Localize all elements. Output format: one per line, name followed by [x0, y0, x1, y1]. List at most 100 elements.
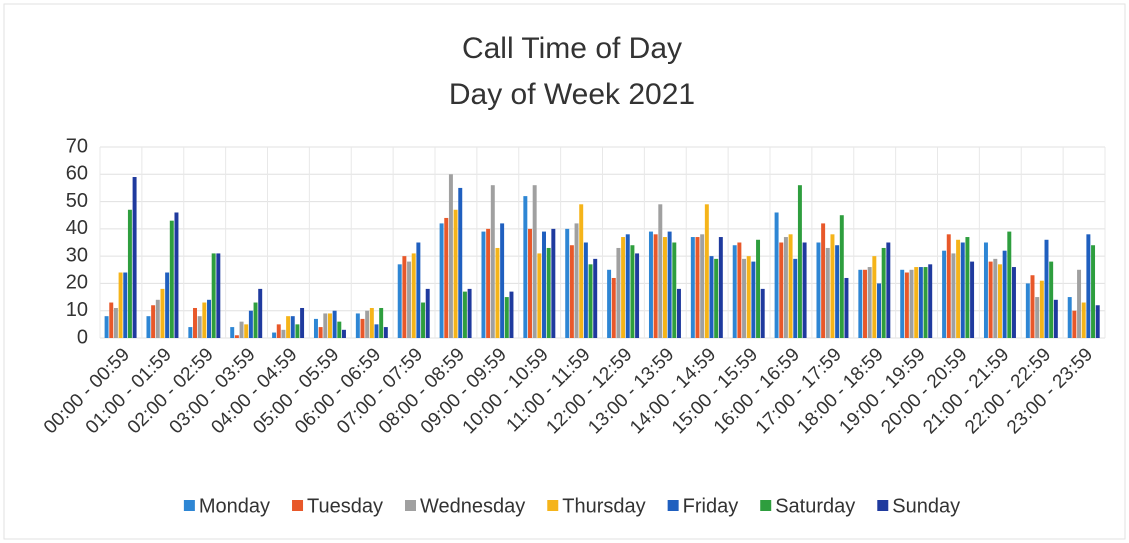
bar: [1053, 299, 1058, 338]
y-tick-label: 70: [66, 135, 88, 157]
bar: [704, 204, 709, 338]
bar: [1002, 250, 1007, 338]
bar: [825, 247, 830, 338]
bar: [956, 239, 961, 338]
bar: [379, 307, 384, 338]
bar: [877, 283, 881, 338]
bar: [355, 313, 360, 338]
legend-label: Sunday: [892, 495, 960, 517]
bar: [923, 267, 928, 338]
bar: [928, 264, 933, 338]
bar: [946, 234, 951, 338]
bar: [165, 272, 170, 338]
bar: [397, 264, 402, 338]
bar: [281, 329, 286, 338]
bar: [900, 269, 905, 338]
bar: [858, 269, 863, 338]
bar: [160, 288, 165, 338]
bar: [481, 231, 486, 338]
legend-swatch: [877, 500, 889, 511]
bar: [881, 247, 886, 338]
bar: [546, 247, 551, 338]
bar: [993, 258, 998, 338]
bar: [793, 258, 798, 338]
bar: [658, 204, 663, 338]
bar: [453, 209, 458, 338]
y-tick-label: 10: [66, 299, 88, 321]
bar: [970, 261, 975, 338]
bar: [104, 316, 109, 338]
bar: [155, 299, 160, 338]
bar: [425, 288, 430, 338]
bar: [951, 253, 956, 338]
bar: [653, 234, 658, 338]
bar: [579, 204, 584, 338]
bar: [109, 302, 114, 338]
bar: [1044, 239, 1049, 338]
bar: [272, 332, 277, 338]
bar: [467, 288, 472, 338]
bar: [872, 256, 877, 338]
bar: [207, 299, 211, 338]
bar: [783, 237, 788, 338]
bar: [844, 277, 849, 338]
bar: [448, 174, 453, 338]
chart-frame: [3, 3, 1126, 540]
bar: [528, 228, 532, 338]
chart-subtitle: Day of Week 2021: [449, 78, 695, 111]
bar: [607, 269, 612, 338]
bar: [216, 253, 221, 338]
bar: [132, 177, 137, 338]
bar: [1077, 269, 1082, 338]
bar: [365, 310, 370, 338]
bar: [239, 321, 244, 338]
legend-label: Saturday: [775, 495, 855, 517]
bar: [574, 223, 579, 338]
bar: [779, 242, 784, 338]
bar: [621, 237, 626, 338]
bar: [635, 253, 640, 338]
bar: [1049, 261, 1054, 338]
bar: [714, 258, 719, 338]
bar: [504, 297, 509, 338]
legend-label: Thursday: [562, 495, 645, 517]
legend-label: Friday: [683, 495, 739, 517]
bar: [369, 307, 374, 338]
bar: [327, 313, 332, 338]
bar: [197, 316, 202, 338]
bar: [630, 245, 635, 338]
bar: [313, 318, 318, 338]
bar: [258, 288, 263, 338]
bar: [360, 318, 365, 338]
bar: [942, 250, 947, 338]
bar: [211, 253, 216, 338]
bar: [718, 237, 723, 338]
bar: [500, 223, 505, 338]
bar: [583, 242, 588, 338]
bar: [997, 264, 1002, 338]
bar: [700, 234, 705, 338]
bar: [709, 256, 714, 338]
bar: [337, 321, 342, 338]
bar: [127, 209, 132, 338]
bar: [202, 302, 207, 338]
bar: [323, 313, 328, 338]
bar: [914, 267, 919, 338]
bar: [676, 288, 681, 338]
legend-swatch: [547, 500, 559, 511]
bar: [151, 305, 156, 338]
chart-title: Call Time of Day: [462, 32, 682, 65]
bar: [523, 196, 528, 338]
legend-swatch: [405, 500, 416, 511]
bar: [1039, 280, 1044, 338]
legend-label: Wednesday: [420, 495, 525, 517]
bar: [816, 242, 821, 338]
bar: [276, 324, 281, 338]
bar: [113, 307, 118, 338]
legend-swatch: [667, 500, 679, 511]
bar: [509, 291, 514, 338]
bar: [174, 212, 179, 338]
bar: [756, 239, 761, 338]
bar: [648, 231, 653, 338]
